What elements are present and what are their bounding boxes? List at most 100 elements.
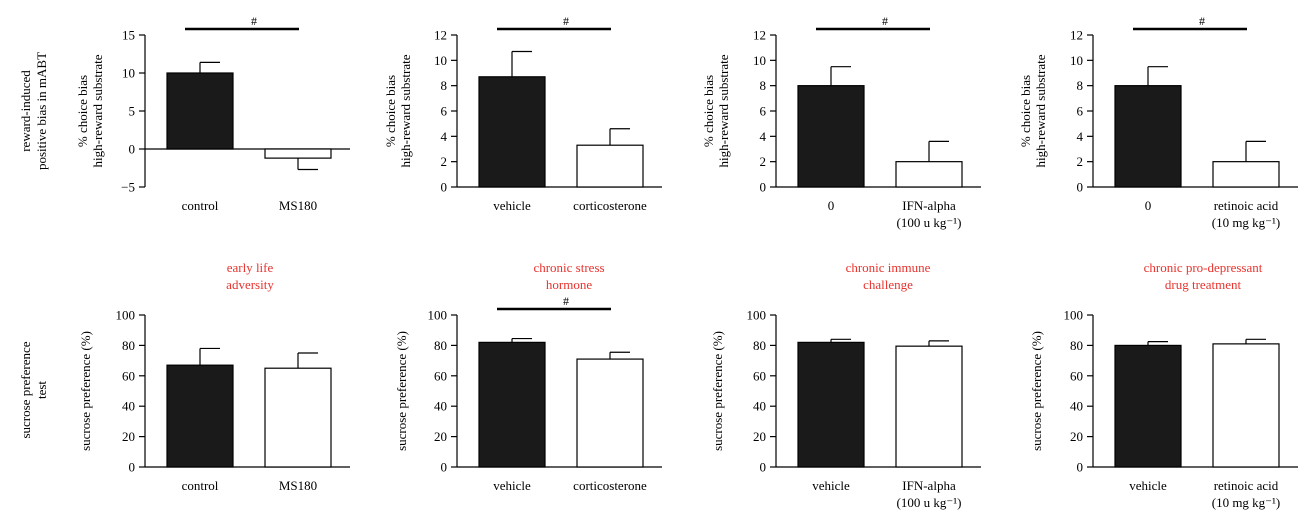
bar-open xyxy=(264,148,332,159)
bar-filled xyxy=(478,341,546,468)
row-label-top-line-2: positive bias in mABT xyxy=(34,52,49,170)
bar-filled xyxy=(797,85,865,188)
bar-open xyxy=(1212,161,1280,188)
y-axis-label: % choice bias xyxy=(383,75,398,147)
x-category-label: (100 u kg⁻¹) xyxy=(897,495,962,510)
column-title-2-line-2: hormone xyxy=(546,277,592,292)
chart-panel-top-3: 0 2 4 6 8 10 12 % choice bias high-reward substr… xyxy=(701,14,981,230)
x-category-label: 0 xyxy=(828,198,835,213)
chart-panel-bottom-3: 0 20 40 60 80 100 sucrose preference (%) vehicl… xyxy=(710,308,981,510)
x-category-label: 0 xyxy=(1145,198,1152,213)
bar-open xyxy=(1212,343,1280,468)
y-tick-label: 20 xyxy=(1070,429,1083,444)
x-category-label: retinoic acid xyxy=(1214,198,1279,213)
y-tick-label: 10 xyxy=(122,66,135,81)
y-tick-label: 0 xyxy=(129,142,136,157)
y-tick-label: 0 xyxy=(760,180,767,195)
chart-panel-bottom-2: 0 20 40 60 80 100 sucrose preference (%) vehicl… xyxy=(394,294,662,493)
y-tick-label: 100 xyxy=(116,308,136,323)
y-tick-label: 10 xyxy=(753,53,766,68)
y-tick-label: 2 xyxy=(441,154,448,169)
x-category-label: IFN-alpha xyxy=(902,198,956,213)
row-label-bottom-line-1: sucrose preference xyxy=(18,341,33,438)
y-tick-label: 2 xyxy=(760,154,767,169)
row-label-top: reward-induced positive bias in mABT xyxy=(18,52,49,170)
chart-panel-top-1: −5 0 5 10 15 % choice bias high-reward substra… xyxy=(75,14,350,213)
x-category-label: (100 u kg⁻¹) xyxy=(897,215,962,230)
x-category-label: MS180 xyxy=(279,478,317,493)
y-tick-label: 80 xyxy=(753,338,766,353)
column-title-2-line-1: chronic stress xyxy=(533,260,604,275)
column-title-3-line-1: chronic immune xyxy=(846,260,931,275)
y-tick-label: 60 xyxy=(753,368,766,383)
y-tick-label: 0 xyxy=(129,460,136,475)
x-category-label: (10 mg kg⁻¹) xyxy=(1212,215,1281,230)
y-tick-label: 0 xyxy=(1077,180,1084,195)
y-axis-label: % choice bias xyxy=(1018,75,1033,147)
y-tick-label: 100 xyxy=(747,308,767,323)
y-tick-label: 10 xyxy=(1070,53,1083,68)
significance-marker: # xyxy=(563,14,569,28)
bar-open xyxy=(895,345,963,468)
bar-filled xyxy=(1114,344,1182,468)
x-category-label: vehicle xyxy=(493,198,531,213)
y-tick-label: 100 xyxy=(1064,308,1084,323)
y-tick-label: −5 xyxy=(121,180,135,195)
y-axis-label: high-reward substrate xyxy=(716,54,731,167)
y-tick-label: 4 xyxy=(441,129,448,144)
x-category-label: vehicle xyxy=(812,478,850,493)
bar-filled xyxy=(478,76,546,188)
y-tick-label: 4 xyxy=(760,129,767,144)
column-title-1-line-1: early life xyxy=(227,260,274,275)
chart-panel-bottom-4: 0 20 40 60 80 100 sucrose preference (%) vehicl… xyxy=(1029,308,1298,510)
y-tick-label: 6 xyxy=(1077,104,1084,119)
y-axis-label: high-reward substrate xyxy=(398,54,413,167)
y-tick-label: 15 xyxy=(122,28,135,43)
x-category-label: control xyxy=(182,478,219,493)
column-title-4-line-1: chronic pro-depressant xyxy=(1144,260,1263,275)
x-category-label: corticosterone xyxy=(573,198,647,213)
chart-panel-top-4: 0 2 4 6 8 10 12 % choice bias high-reward substr… xyxy=(1018,14,1298,230)
y-tick-label: 12 xyxy=(1070,28,1083,43)
bar-open xyxy=(895,161,963,188)
y-tick-label: 6 xyxy=(760,104,767,119)
y-tick-label: 80 xyxy=(434,338,447,353)
y-tick-label: 0 xyxy=(441,460,448,475)
x-category-label: vehicle xyxy=(1129,478,1167,493)
significance-marker: # xyxy=(251,14,257,28)
y-tick-label: 8 xyxy=(1077,78,1084,93)
y-axis-label: sucrose preference (%) xyxy=(1029,331,1044,451)
y-tick-label: 80 xyxy=(122,338,135,353)
row-label-bottom: sucrose preference test xyxy=(18,341,49,438)
y-tick-label: 0 xyxy=(760,460,767,475)
bar-filled xyxy=(1114,85,1182,188)
bar-open xyxy=(576,144,644,188)
significance-marker: # xyxy=(563,294,569,308)
column-title-1-line-2: adversity xyxy=(226,277,274,292)
y-axis-label: high-reward substrate xyxy=(1033,54,1048,167)
bar-filled xyxy=(166,72,234,150)
y-tick-label: 0 xyxy=(441,180,448,195)
x-category-label: MS180 xyxy=(279,198,317,213)
x-category-label: retinoic acid xyxy=(1214,478,1279,493)
y-tick-label: 6 xyxy=(441,104,448,119)
significance-marker: # xyxy=(882,14,888,28)
column-title-2: chronic stress hormone xyxy=(533,260,604,292)
y-axis-label: % choice bias xyxy=(701,75,716,147)
x-category-label: control xyxy=(182,198,219,213)
bar-filled xyxy=(797,341,865,468)
y-tick-label: 40 xyxy=(1070,399,1083,414)
chart-panel-bottom-1: 0 20 40 60 80 100 sucrose preference (%) contro… xyxy=(78,308,350,493)
row-label-bottom-line-2: test xyxy=(34,381,49,399)
y-axis-label: high-reward substrate xyxy=(90,54,105,167)
y-tick-label: 40 xyxy=(753,399,766,414)
x-category-label: (10 mg kg⁻¹) xyxy=(1212,495,1281,510)
y-tick-label: 20 xyxy=(434,429,447,444)
row-label-top-line-1: reward-induced xyxy=(18,70,33,152)
column-title-3-line-2: challenge xyxy=(863,277,913,292)
column-title-3: chronic immune challenge xyxy=(846,260,931,292)
y-tick-label: 5 xyxy=(129,104,136,119)
column-title-1: early life adversity xyxy=(226,260,274,292)
y-tick-label: 12 xyxy=(434,28,447,43)
